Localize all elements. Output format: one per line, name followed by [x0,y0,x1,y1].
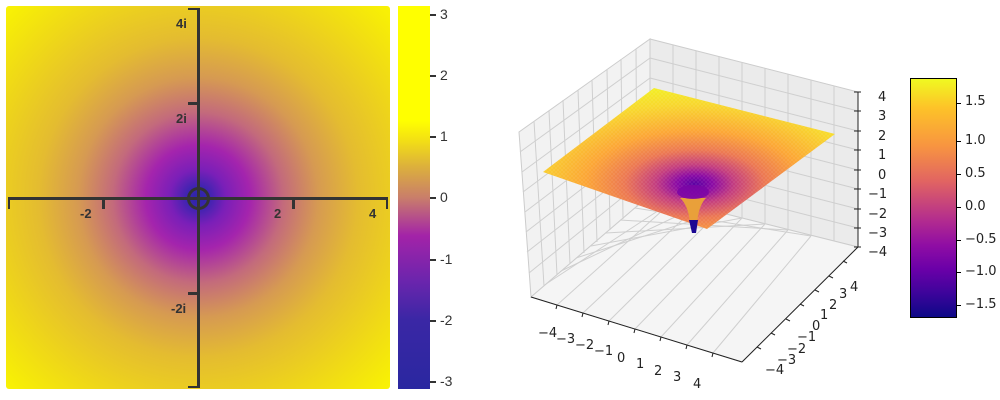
x-tick-label: −4 [538,326,557,341]
cbar1-label: 0 [440,189,448,205]
y-tick-label: −3 [777,353,796,368]
cbar1-tick [430,259,436,261]
cbar2-label: −1.0 [965,264,997,279]
cbar1-tick [430,136,436,138]
real-axis-tick-right [386,197,388,209]
cbar2-label: −0.5 [965,232,997,247]
z-tick-label: 2 [878,129,886,144]
cbar2-label: 1.0 [965,133,986,148]
cbar1-tick [430,14,436,16]
cbar1-tick [430,197,436,199]
z-tick-label: −2 [868,207,887,222]
cbar2-tick [957,207,961,208]
cbar2-tick [957,305,961,306]
x-tick-label: 0 [617,351,625,366]
cbar2-label: 0.0 [965,199,986,214]
phase-colorbar [398,6,430,389]
y-tick-label: −4 [765,363,784,378]
cbar2-label: −1.5 [965,297,997,312]
y-tick-label: −1 [797,330,816,345]
real-axis-tick-m2 [102,197,105,209]
cbar2-tick [957,103,961,104]
y-tick-label: 2 [829,298,837,313]
cbar1-label: 1 [440,128,448,144]
x-tick-label: −2 [575,338,594,353]
x-tick-label: −3 [556,332,575,347]
z-tick-label: −4 [868,245,887,260]
cbar1-label: 3 [440,6,448,22]
imag-axis-tick-p2 [188,102,200,105]
domain-coloring-plot: -2 2 4 4i 2i -2i [6,6,390,389]
x-tick-label-p4: 4 [369,206,377,221]
y-tick-label: −2 [787,342,806,357]
imag-axis-tick-m2 [188,292,200,295]
z-tick-label: 3 [878,109,886,124]
y-tick-label: 1 [820,308,828,323]
origin-marker-icon [187,187,210,210]
y-tick-label-m2: -2i [171,301,187,316]
z-tick-label: 0 [878,168,886,183]
real-axis-tick-p2 [292,197,295,209]
cbar1-tick [430,75,436,77]
real-axis-tick-left [8,197,10,209]
cbar2-label: 0.5 [965,166,986,181]
cbar1-label: 2 [440,67,448,83]
z-tick-label: 1 [878,148,886,163]
cbar2-label: 1.5 [965,94,986,109]
cbar2-tick [957,141,961,142]
imag-axis-tick-top [188,8,200,10]
cbar1-tick [430,381,436,383]
surface-funnel [680,198,706,232]
x-tick-label: −1 [594,344,613,359]
cbar2-tick [957,174,961,175]
surface-3d-plot: 4 3 2 1 0 −1 −2 −3 −4 −4 −3 −2 −1 0 1 2 … [518,38,887,392]
cbar1-tick [430,320,436,322]
y-tick-label: 3 [839,287,847,302]
z-tick-label: −1 [868,187,887,202]
imag-axis-tick-bottom [188,386,200,388]
x-tick-label: 3 [673,370,681,385]
y-tick-label: 0 [812,319,820,334]
z-tick-label: −3 [868,226,887,241]
x-tick-label: 2 [654,364,662,379]
y-tick-label: 4 [850,280,858,295]
cbar2-tick [957,240,961,241]
cbar1-label: -2 [440,312,453,328]
cbar1-label: -1 [440,251,453,267]
x-tick-label: 4 [693,377,701,392]
x-tick-label-p2: 2 [274,206,282,221]
y-tick-label-p2: 2i [176,111,187,126]
surface-mesh [543,88,835,229]
surface-colorbar [910,78,957,318]
z-tick-label: 4 [878,90,886,105]
cbar1-label: -3 [440,373,453,389]
cbar2-tick [957,272,961,273]
y-tick-label-p4: 4i [176,16,187,31]
x-tick-label: 1 [636,357,644,372]
x-tick-label-m2: -2 [80,206,92,221]
